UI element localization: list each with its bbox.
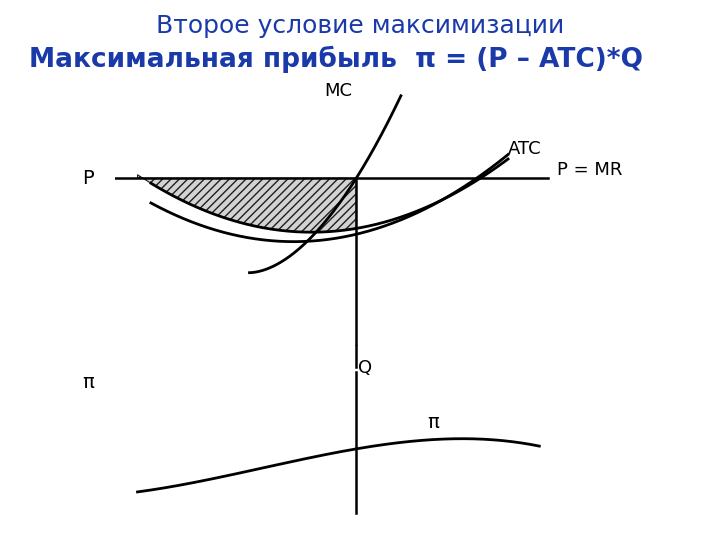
Text: Максимальная прибыль  π = (P – ATC)*Q: Максимальная прибыль π = (P – ATC)*Q [29,46,643,73]
Text: MC: MC [325,82,352,100]
Text: Второе условие максимизации: Второе условие максимизации [156,14,564,37]
Text: Q: Q [358,359,372,377]
Text: ATC: ATC [508,139,541,158]
Text: π: π [428,413,439,432]
Text: P: P [83,168,94,188]
Text: π: π [83,373,94,392]
Polygon shape [138,175,356,232]
Text: P = MR: P = MR [557,161,623,179]
